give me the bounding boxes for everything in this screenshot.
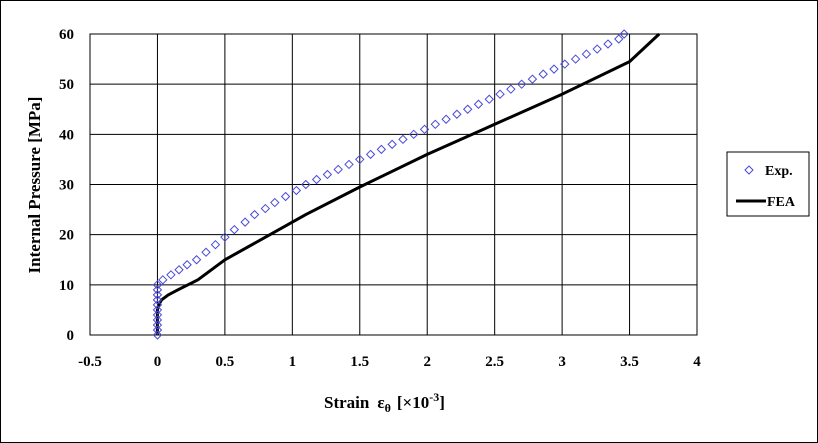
exp-point — [152, 305, 163, 315]
x-tick-label: 3.5 — [620, 354, 639, 370]
exp-point — [603, 39, 613, 49]
exp-point — [516, 79, 527, 89]
legend-exp-marker — [744, 165, 754, 175]
y-tick-label: 20 — [59, 228, 74, 244]
y-tick-label: 40 — [59, 127, 74, 143]
x-tick-label: 2.5 — [485, 354, 504, 370]
x-tick-label: -0.5 — [78, 354, 102, 370]
exp-point — [581, 49, 592, 59]
exp-point — [191, 255, 202, 265]
exp-point — [452, 109, 462, 119]
exp-point — [355, 154, 365, 165]
exp-point — [495, 89, 505, 99]
grid — [90, 34, 697, 335]
legend-fea-label: FEA — [767, 195, 796, 210]
exp-point — [152, 285, 163, 295]
exp-point — [430, 119, 441, 130]
exp-point — [614, 34, 624, 44]
y-axis-label: Internal Pressure [MPa] — [25, 97, 44, 274]
exp-point — [166, 270, 176, 280]
x-axis-label-main: Strain — [324, 393, 370, 412]
exp-point — [249, 209, 260, 220]
exp-point — [280, 191, 291, 202]
y-tick-label: 50 — [59, 77, 74, 93]
exp-point — [592, 44, 602, 54]
exp-point — [387, 139, 397, 150]
exp-point — [344, 159, 354, 170]
exp-point — [152, 290, 163, 300]
exp-point — [152, 295, 163, 305]
exp-point — [260, 203, 271, 214]
x-axis-label-close: ] — [439, 393, 445, 412]
exp-point — [152, 280, 163, 290]
x-axis-label-bracket: [×10 — [397, 393, 429, 412]
exp-point — [158, 275, 168, 285]
exp-point — [201, 247, 211, 257]
exp-point — [322, 169, 333, 180]
exp-point — [174, 265, 184, 275]
y-tick-label: 60 — [59, 27, 74, 43]
exp-point — [333, 164, 343, 175]
exp-point — [619, 29, 629, 39]
exp-point — [152, 310, 163, 320]
x-tick-label: 1 — [289, 354, 297, 370]
exp-point — [229, 224, 240, 235]
x-tick-label: 3 — [558, 354, 566, 370]
legend: Exp. FEA — [726, 151, 810, 217]
exp-point — [311, 174, 322, 185]
x-axis-label: Strain εθ [×10-3] — [324, 390, 445, 415]
exp-point — [182, 260, 192, 270]
exp-point — [549, 64, 559, 74]
exp-point — [484, 94, 494, 104]
exp-point — [152, 330, 163, 340]
x-tick-label: 2 — [423, 354, 431, 370]
exp-point — [538, 69, 548, 79]
exp-point — [570, 54, 581, 64]
exp-point — [560, 59, 570, 69]
exp-point — [301, 179, 311, 190]
y-tick-label: 30 — [59, 178, 74, 194]
exp-point — [419, 124, 430, 135]
exp-point — [527, 74, 538, 84]
exp-point — [365, 149, 376, 160]
exp-point — [398, 134, 408, 145]
y-tick-label: 0 — [67, 328, 75, 344]
exp-point — [473, 99, 484, 109]
x-tick-label: 0.5 — [216, 354, 235, 370]
legend-exp-label: Exp. — [765, 164, 793, 179]
y-tick-labels: 0 10 20 30 40 50 60 — [59, 27, 74, 344]
exp-point — [409, 129, 419, 140]
x-axis-label-exponent: -3 — [429, 390, 439, 404]
x-tick-label: 0 — [154, 354, 162, 370]
x-axis-label-symbol: ε — [377, 393, 384, 412]
exp-point — [220, 232, 230, 242]
exp-point — [506, 84, 516, 94]
exp-point — [462, 104, 473, 114]
exp-point — [240, 217, 250, 227]
exp-point — [152, 325, 163, 335]
x-tick-labels: -0.5 0 0.5 1 1.5 2 2.5 3 3.5 4 — [78, 354, 701, 370]
x-axis-label-subscript: θ — [385, 401, 391, 415]
exp-point — [291, 185, 302, 196]
legend-box — [726, 151, 810, 217]
exp-point — [152, 300, 163, 310]
exp-point — [376, 144, 387, 155]
x-tick-label: 4 — [693, 354, 701, 370]
exp-point — [441, 114, 451, 124]
exp-point — [152, 320, 163, 330]
exp-point — [270, 197, 280, 208]
exp-series — [152, 29, 629, 340]
exp-point — [210, 239, 221, 250]
exp-point — [152, 315, 163, 325]
x-tick-label: 1.5 — [350, 354, 369, 370]
y-tick-label: 10 — [59, 278, 74, 294]
